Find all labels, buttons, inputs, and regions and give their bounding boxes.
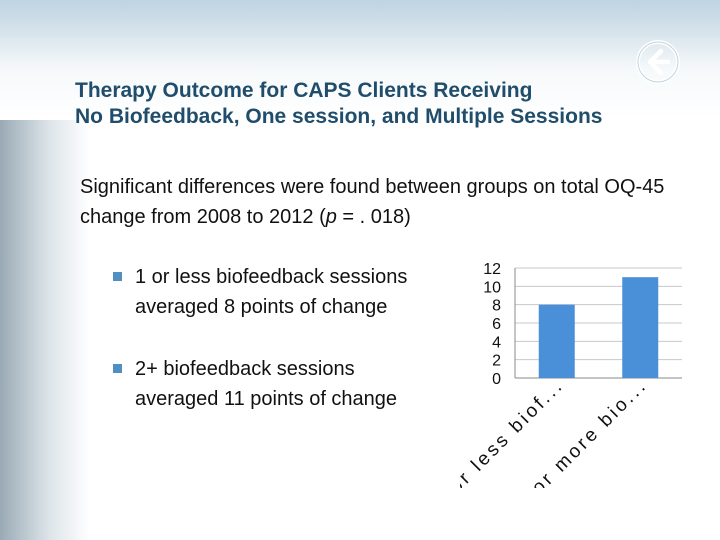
y-tick-label: 12 [483, 261, 501, 278]
square-bullet-icon [113, 272, 122, 281]
back-button[interactable] [634, 38, 682, 86]
sky-decoration [0, 0, 720, 70]
bullet-1-line-2: averaged 8 points of change [135, 296, 388, 318]
bullet-item: 2+ biofeedback sessions averaged 11 poin… [113, 354, 473, 414]
y-tick-label: 2 [492, 353, 501, 370]
y-tick-label: 4 [492, 334, 501, 351]
significance-statement: Significant differences were found betwe… [80, 172, 710, 232]
square-bullet-icon [113, 364, 122, 373]
bullet-item: 1 or less biofeedback sessions averaged … [113, 262, 473, 322]
bar [622, 277, 659, 378]
bar-chart: 1210864201 or less biof...2 or more bio.… [460, 261, 682, 488]
bullet-list: 1 or less biofeedback sessions averaged … [113, 262, 473, 414]
title-line-2: No Biofeedback, One session, and Multipl… [75, 105, 603, 128]
bar [538, 304, 575, 378]
slide-title: Therapy Outcome for CAPS Clients Receivi… [75, 78, 695, 130]
title-line-1: Therapy Outcome for CAPS Clients Receivi… [75, 79, 533, 102]
subtitle-p: p [325, 206, 337, 228]
y-tick-label: 10 [483, 279, 501, 296]
y-tick-label: 8 [492, 298, 501, 315]
y-tick-label: 6 [492, 316, 501, 333]
subtitle-text-1: Significant differences were found betwe… [80, 176, 665, 228]
bullet-2-line-2: averaged 11 points of change [135, 388, 398, 410]
subtitle-text-2: = . 018) [336, 206, 411, 228]
bullet-1-line-1: 1 or less biofeedback sessions [135, 266, 408, 288]
back-arrow-icon [636, 40, 680, 84]
x-tick-label: 2 or more bio... [513, 375, 652, 488]
bullet-2-line-1: 2+ biofeedback sessions [135, 358, 355, 380]
y-tick-label: 0 [492, 371, 501, 388]
landscape-decoration [0, 120, 90, 540]
